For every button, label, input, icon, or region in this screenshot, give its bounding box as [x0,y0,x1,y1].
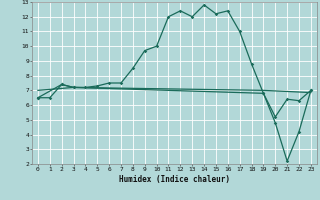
X-axis label: Humidex (Indice chaleur): Humidex (Indice chaleur) [119,175,230,184]
